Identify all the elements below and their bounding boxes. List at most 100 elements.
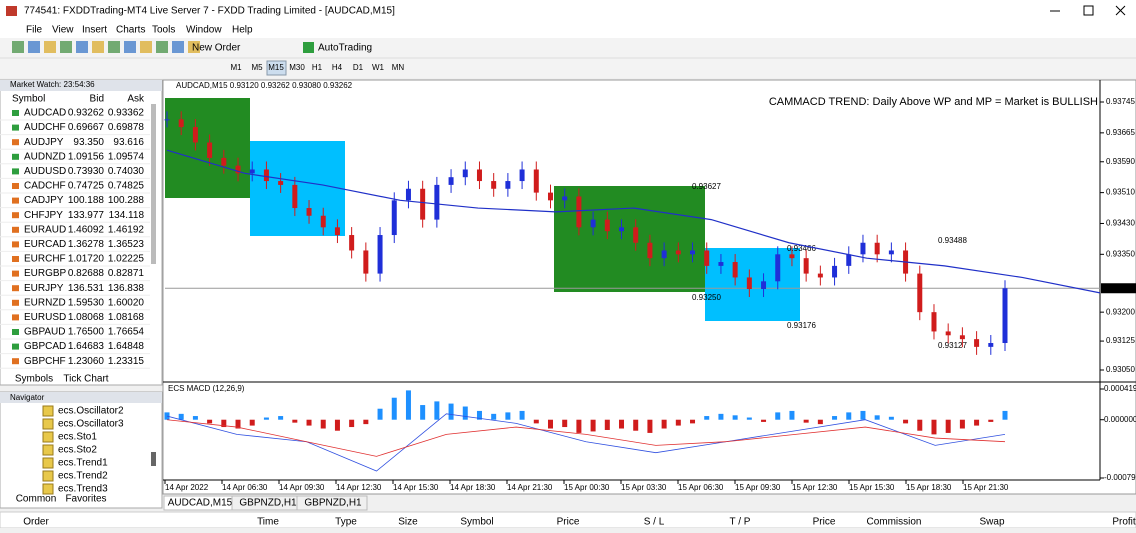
navigator-item[interactable]: ecs.Trend3: [58, 484, 108, 495]
symbol[interactable]: AUDUSD: [24, 166, 66, 177]
menu-item[interactable]: File: [26, 25, 43, 36]
panel-tab[interactable]: Favorites: [65, 494, 106, 505]
symbol[interactable]: EURAUD: [24, 224, 66, 235]
candle-body: [604, 219, 610, 232]
timeframe-button[interactable]: M5: [251, 63, 263, 72]
symbol[interactable]: CHFJPY: [24, 210, 63, 221]
symbol[interactable]: GBPCAD: [24, 341, 66, 352]
ask: 136.838: [108, 283, 145, 294]
symbol[interactable]: EURNZD: [24, 297, 66, 308]
navigator-item[interactable]: ecs.Sto2: [58, 445, 97, 456]
time-label: 15 Apr 15:30: [849, 483, 895, 492]
terminal-column[interactable]: Order: [23, 517, 49, 528]
terminal-column[interactable]: S / L: [644, 517, 665, 528]
symbol[interactable]: AUDNZD: [24, 151, 66, 162]
symbol[interactable]: GBPCHF: [24, 356, 66, 367]
macd-bar: [278, 416, 284, 420]
chart-tabs: [163, 496, 1136, 510]
terminal-column[interactable]: Price: [813, 517, 836, 528]
chart-tab[interactable]: GBPNZD,H1: [304, 498, 362, 509]
bid: 100.188: [68, 195, 105, 206]
market-watch-header: [0, 80, 162, 91]
tool-icon[interactable]: [172, 41, 184, 53]
symbol[interactable]: AUDJPY: [24, 137, 64, 148]
navigator-item[interactable]: ecs.Oscillator3: [58, 419, 124, 430]
symbol[interactable]: EURCAD: [24, 239, 66, 250]
direction-icon: [12, 241, 19, 248]
symbol[interactable]: EURGBP: [24, 268, 67, 279]
menu-item[interactable]: Charts: [116, 25, 145, 36]
navigator-item[interactable]: ecs.Sto1: [58, 432, 97, 443]
panel-tab[interactable]: Tick Chart: [63, 374, 108, 385]
chart-tab[interactable]: AUDCAD,M15: [168, 498, 233, 509]
ask: 1.08168: [108, 312, 145, 323]
terminal-column[interactable]: T / P: [730, 517, 751, 528]
symbol[interactable]: AUDCAD: [24, 108, 66, 119]
tool-icon[interactable]: [140, 41, 152, 53]
timeframe-button[interactable]: M1: [230, 63, 242, 72]
symbol[interactable]: EURCHF: [24, 254, 66, 265]
macd-bar: [533, 419, 539, 424]
timeframe-button[interactable]: M30: [289, 63, 305, 72]
tool-icon[interactable]: [92, 41, 104, 53]
symbol[interactable]: EURJPY: [24, 283, 64, 294]
terminal-column[interactable]: Type: [335, 517, 357, 528]
timeframe-button[interactable]: D1: [353, 63, 364, 72]
new-order-button[interactable]: New Order: [192, 43, 241, 54]
tool-icon[interactable]: [124, 41, 136, 53]
tool-icon[interactable]: [12, 41, 24, 53]
menu-item[interactable]: Tools: [152, 25, 175, 36]
maximize[interactable]: [1083, 5, 1094, 16]
navigator-item[interactable]: ecs.Oscillator2: [58, 406, 124, 417]
candle-body: [633, 227, 639, 243]
tool-icon[interactable]: [44, 41, 56, 53]
chart-tab[interactable]: GBPNZD,H1: [239, 498, 297, 509]
terminal-column[interactable]: Time: [257, 517, 279, 528]
timeframe-button[interactable]: H4: [332, 63, 343, 72]
terminal-column[interactable]: Profit: [1112, 517, 1136, 528]
panel-tab[interactable]: Common: [16, 494, 57, 505]
terminal-column[interactable]: Symbol: [460, 517, 493, 528]
panel-tab[interactable]: Symbols: [15, 374, 53, 385]
tool-icon[interactable]: [188, 41, 200, 53]
trend-text: CAMMACD TREND: Daily Above WP and MP = M…: [769, 96, 1098, 108]
timeframe-button[interactable]: MN: [392, 63, 405, 72]
symbol[interactable]: EURUSD: [24, 312, 66, 323]
terminal-column[interactable]: Commission: [866, 517, 921, 528]
candle-body: [235, 165, 241, 174]
timeframe-button[interactable]: W1: [372, 63, 385, 72]
symbol[interactable]: AUDCHF: [24, 122, 66, 133]
autotrading-icon[interactable]: [303, 42, 314, 53]
terminal-column[interactable]: Size: [398, 517, 418, 528]
navigator-item[interactable]: ecs.Trend2: [58, 471, 108, 482]
candle-body: [249, 169, 255, 174]
macd-label: -0.000795: [1104, 473, 1136, 482]
menu-item[interactable]: View: [52, 25, 74, 36]
macd-bar: [505, 412, 511, 420]
navigator-item[interactable]: ecs.Trend1: [58, 458, 108, 469]
symbol[interactable]: CADJPY: [24, 195, 64, 206]
menu-item[interactable]: Help: [232, 25, 253, 36]
window-title: 774541: FXDDTrading-MT4 Live Server 7 - …: [24, 6, 395, 17]
candle-body: [718, 262, 724, 266]
bid: 133.977: [68, 210, 105, 221]
symbol[interactable]: CADCHF: [24, 181, 66, 192]
candle-body: [476, 169, 482, 182]
terminal-column[interactable]: Price: [557, 517, 580, 528]
menu-item[interactable]: Insert: [82, 25, 107, 36]
terminal-column[interactable]: Swap: [979, 517, 1004, 528]
symbol[interactable]: GBPAUD: [24, 327, 66, 338]
ask: 93.616: [113, 137, 144, 148]
candle-body: [846, 254, 852, 266]
close[interactable]: [1115, 5, 1126, 16]
tool-icon[interactable]: [156, 41, 168, 53]
tool-icon[interactable]: [28, 41, 40, 53]
timeframe-button[interactable]: H1: [312, 63, 323, 72]
autotrading-button[interactable]: AutoTrading: [318, 43, 372, 54]
candle-body: [448, 177, 454, 185]
tool-icon[interactable]: [76, 41, 88, 53]
tool-icon[interactable]: [60, 41, 72, 53]
menu-item[interactable]: Window: [186, 25, 222, 36]
timeframe-button[interactable]: M15: [268, 63, 284, 72]
tool-icon[interactable]: [108, 41, 120, 53]
